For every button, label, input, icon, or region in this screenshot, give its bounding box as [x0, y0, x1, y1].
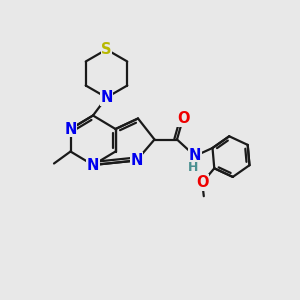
Text: N: N [189, 148, 201, 164]
Text: S: S [101, 42, 112, 57]
Text: N: N [100, 90, 113, 105]
Text: O: O [196, 175, 208, 190]
Text: N: N [130, 153, 143, 168]
Text: H: H [188, 161, 199, 174]
Text: N: N [64, 122, 77, 136]
Text: N: N [87, 158, 99, 172]
Text: O: O [177, 111, 189, 126]
